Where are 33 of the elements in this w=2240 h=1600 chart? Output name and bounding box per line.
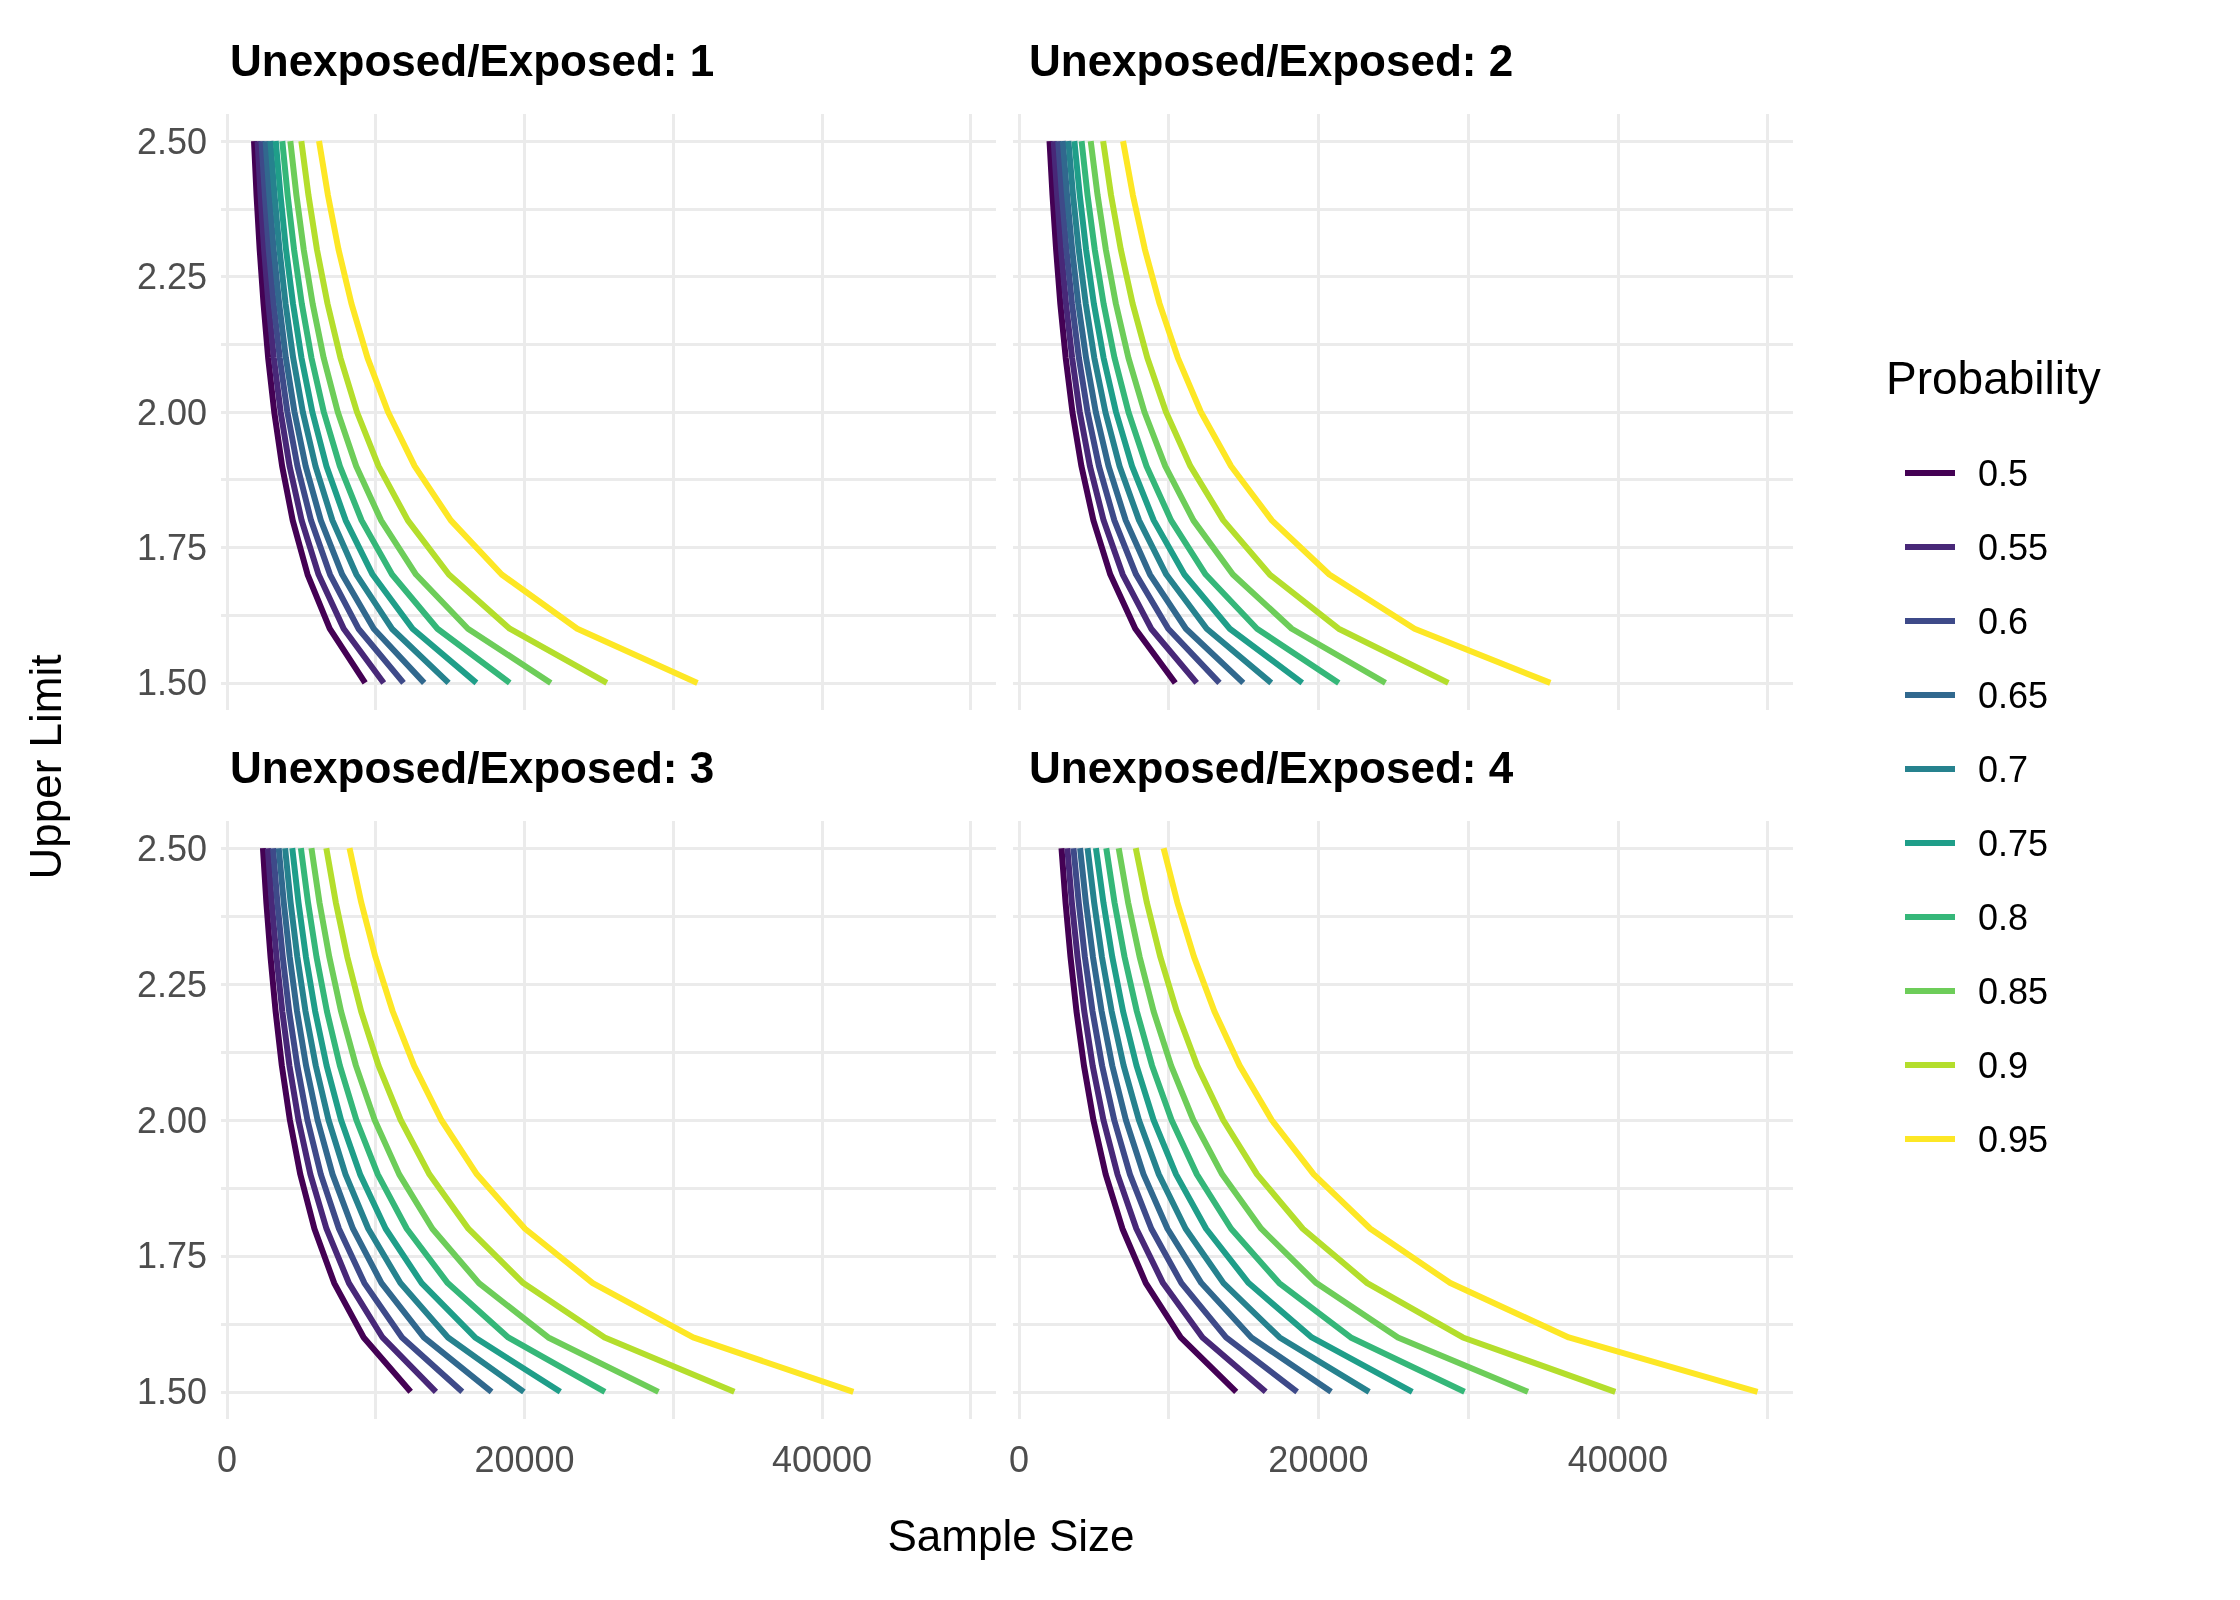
chart-title: Unexposed/Exposed: 2 (1029, 35, 1514, 85)
legend-label: 0.8 (1978, 896, 2029, 938)
legend-label: 0.65 (1978, 674, 2049, 716)
y-tick-label: 1.75 (136, 526, 207, 568)
legend-label: 0.85 (1978, 970, 2049, 1012)
x-tick-label: 20000 (1268, 1438, 1369, 1480)
legend-label: 0.55 (1978, 526, 2049, 568)
legend-label: 0.7 (1978, 748, 2029, 790)
x-tick-label: 40000 (1567, 1438, 1668, 1480)
x-tick-label: 0 (1008, 1438, 1029, 1480)
legend-label: 0.9 (1978, 1044, 2029, 1086)
x-tick-label: 20000 (474, 1438, 575, 1480)
y-tick-label: 2.00 (136, 1099, 207, 1141)
y-tick-label: 1.50 (136, 1371, 207, 1413)
x-tick-label: 40000 (771, 1438, 873, 1480)
chart-title: Unexposed/Exposed: 1 (230, 35, 715, 85)
x-axis-title: Sample Size (887, 1510, 1135, 1560)
y-tick-label: 2.25 (136, 256, 207, 298)
y-tick-label: 2.00 (136, 391, 207, 433)
y-tick-label: 1.75 (136, 1235, 207, 1277)
chart-title: Unexposed/Exposed: 3 (230, 742, 715, 792)
legend-label: 0.5 (1978, 452, 2029, 494)
y-tick-label: 2.25 (136, 963, 207, 1005)
y-axis-title: Upper Limit (20, 654, 70, 880)
y-tick-label: 2.50 (136, 120, 207, 162)
y-tick-label: 1.50 (136, 662, 207, 704)
legend-label: 0.6 (1978, 600, 2029, 642)
legend-title: Probability (1886, 352, 2101, 404)
legend-label: 0.95 (1978, 1118, 2049, 1160)
x-tick-label: 0 (216, 1438, 237, 1480)
legend-label: 0.75 (1978, 822, 2049, 864)
chart-title: Unexposed/Exposed: 4 (1029, 742, 1514, 792)
y-tick-label: 2.50 (136, 827, 207, 869)
